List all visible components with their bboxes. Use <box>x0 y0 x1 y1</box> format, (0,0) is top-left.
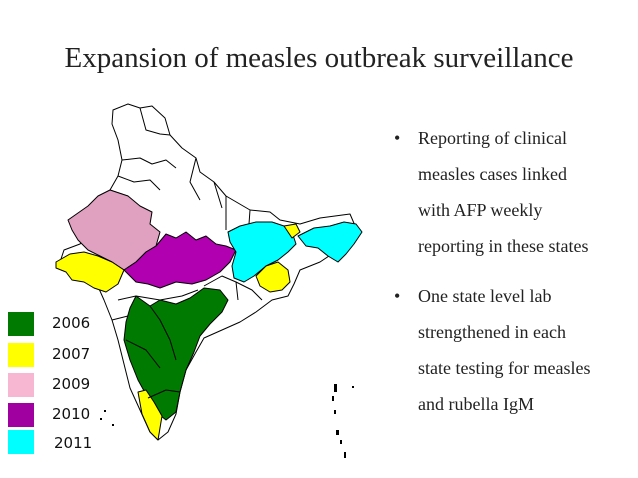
slide-title: Expansion of measles outbreak surveillan… <box>64 42 574 74</box>
bullet-text-line: and rubella IgM <box>418 394 534 414</box>
legend-item-2007: 2007 <box>8 343 118 367</box>
state-2007-kerala <box>137 389 163 441</box>
southern-state-lines <box>125 305 181 399</box>
bullet-text-line: state testing for measles <box>418 358 591 378</box>
state-2007-orissa <box>255 261 291 293</box>
bullet-marker: • <box>394 286 401 306</box>
bullet-text-line: strengthened in each <box>418 322 566 342</box>
legend-swatch <box>8 373 34 397</box>
bullet-marker: • <box>394 128 401 148</box>
lakshadweep-islands <box>100 410 114 426</box>
legend-item-2006: 2006 <box>8 312 118 336</box>
legend-item-2010: 2010 <box>8 403 118 427</box>
bullet-text-line: with AFP weekly <box>418 200 543 220</box>
state-2011-northeast <box>297 221 363 263</box>
india-states-map <box>55 103 363 458</box>
legend-item-2011: 2011 <box>8 430 118 454</box>
bullet-text-line: measles cases linked <box>418 164 567 184</box>
legend-swatch <box>8 312 34 336</box>
bullet-text-line: reporting in these states <box>418 236 589 256</box>
legend-label: 2011 <box>54 434 93 452</box>
state-2006-green <box>123 287 229 421</box>
state-2007-ne <box>283 223 301 239</box>
state-2011-cyan <box>227 221 297 283</box>
legend-item-2009: 2009 <box>8 373 118 397</box>
legend-label: 2010 <box>52 405 91 423</box>
state-2010-purple <box>123 231 237 289</box>
legend-label: 2007 <box>52 345 91 363</box>
state-2007-gujarat <box>55 251 125 293</box>
legend-swatch <box>8 403 34 427</box>
legend-label: 2009 <box>52 375 91 393</box>
legend-swatch <box>8 343 34 367</box>
andaman-islands <box>332 384 354 458</box>
bullet-text-line: One state level lab <box>418 286 552 306</box>
legend-swatch <box>8 430 34 454</box>
bullet-text-line: Reporting of clinical <box>418 128 567 148</box>
legend-label: 2006 <box>52 314 91 332</box>
